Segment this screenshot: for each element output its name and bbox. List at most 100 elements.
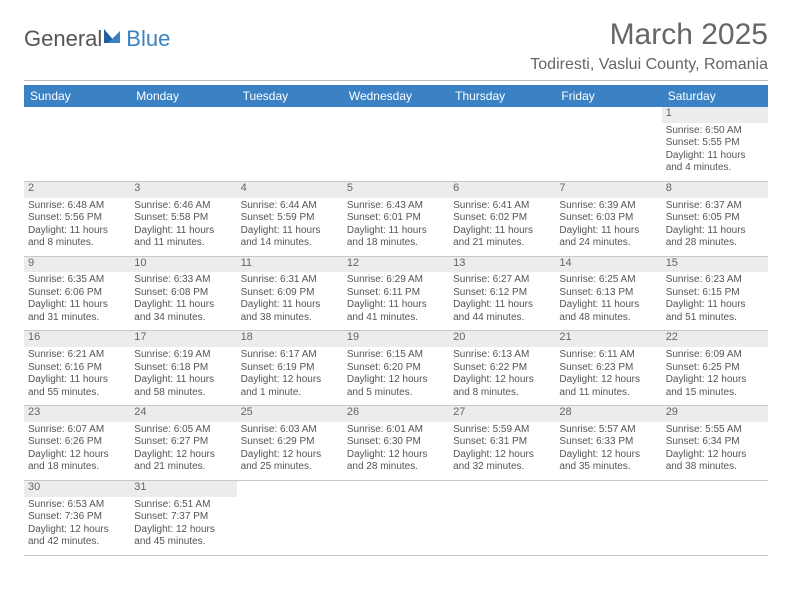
day-number: 30 xyxy=(28,481,126,495)
sunset-text: Sunset: 6:11 PM xyxy=(347,287,445,300)
daylight-text: Daylight: 11 hours xyxy=(241,225,339,238)
day-number: 7 xyxy=(559,182,657,196)
daylight-text: Daylight: 12 hours xyxy=(666,449,764,462)
daylight-text: Daylight: 11 hours xyxy=(134,374,232,387)
sunset-text: Sunset: 7:37 PM xyxy=(134,511,232,524)
calendar-cell: 4Sunrise: 6:44 AMSunset: 5:59 PMDaylight… xyxy=(237,181,343,256)
daylight-text: and 5 minutes. xyxy=(347,387,445,400)
sunset-text: Sunset: 5:55 PM xyxy=(666,137,764,150)
day-number: 13 xyxy=(453,257,551,271)
daylight-text: and 58 minutes. xyxy=(134,387,232,400)
calendar-row: 9Sunrise: 6:35 AMSunset: 6:06 PMDaylight… xyxy=(24,256,768,331)
daylight-text: and 14 minutes. xyxy=(241,237,339,250)
calendar-cell xyxy=(555,480,661,555)
dayname: Wednesday xyxy=(343,85,449,107)
sunrise-text: Sunrise: 6:23 AM xyxy=(666,274,764,287)
dayname: Thursday xyxy=(449,85,555,107)
calendar-cell: 12Sunrise: 6:29 AMSunset: 6:11 PMDayligh… xyxy=(343,256,449,331)
daylight-text: and 25 minutes. xyxy=(241,461,339,474)
daylight-text: Daylight: 11 hours xyxy=(453,225,551,238)
calendar-cell: 25Sunrise: 6:03 AMSunset: 6:29 PMDayligh… xyxy=(237,406,343,481)
sunrise-text: Sunrise: 5:57 AM xyxy=(559,424,657,437)
calendar-cell xyxy=(343,480,449,555)
calendar-cell xyxy=(662,480,768,555)
sunset-text: Sunset: 6:09 PM xyxy=(241,287,339,300)
day-number: 23 xyxy=(28,406,126,420)
header-divider xyxy=(24,80,768,81)
daylight-text: and 15 minutes. xyxy=(666,387,764,400)
sunrise-text: Sunrise: 6:13 AM xyxy=(453,349,551,362)
sunrise-text: Sunrise: 6:53 AM xyxy=(28,499,126,512)
calendar-cell xyxy=(237,480,343,555)
sunrise-text: Sunrise: 6:19 AM xyxy=(134,349,232,362)
day-number: 9 xyxy=(28,257,126,271)
daylight-text: Daylight: 12 hours xyxy=(347,449,445,462)
sunset-text: Sunset: 6:12 PM xyxy=(453,287,551,300)
day-number: 31 xyxy=(134,481,232,495)
month-title: March 2025 xyxy=(530,18,768,52)
daylight-text: and 8 minutes. xyxy=(453,387,551,400)
calendar-cell: 20Sunrise: 6:13 AMSunset: 6:22 PMDayligh… xyxy=(449,331,555,406)
sunset-text: Sunset: 6:02 PM xyxy=(453,212,551,225)
daylight-text: Daylight: 12 hours xyxy=(241,449,339,462)
daylight-text: Daylight: 11 hours xyxy=(666,225,764,238)
sunset-text: Sunset: 6:31 PM xyxy=(453,436,551,449)
sunset-text: Sunset: 6:33 PM xyxy=(559,436,657,449)
day-number: 18 xyxy=(241,331,339,345)
day-number: 14 xyxy=(559,257,657,271)
daylight-text: Daylight: 12 hours xyxy=(453,449,551,462)
calendar-cell: 28Sunrise: 5:57 AMSunset: 6:33 PMDayligh… xyxy=(555,406,661,481)
calendar-cell xyxy=(130,107,236,181)
calendar-cell xyxy=(449,107,555,181)
daylight-text: and 21 minutes. xyxy=(134,461,232,474)
daylight-text: and 48 minutes. xyxy=(559,312,657,325)
sunset-text: Sunset: 6:15 PM xyxy=(666,287,764,300)
calendar-cell: 7Sunrise: 6:39 AMSunset: 6:03 PMDaylight… xyxy=(555,181,661,256)
day-number: 6 xyxy=(453,182,551,196)
day-number: 2 xyxy=(28,182,126,196)
daylight-text: and 11 minutes. xyxy=(134,237,232,250)
sunrise-text: Sunrise: 6:50 AM xyxy=(666,125,764,138)
sunset-text: Sunset: 6:34 PM xyxy=(666,436,764,449)
calendar-row: 30Sunrise: 6:53 AMSunset: 7:36 PMDayligh… xyxy=(24,480,768,555)
day-number: 19 xyxy=(347,331,445,345)
calendar-cell: 5Sunrise: 6:43 AMSunset: 6:01 PMDaylight… xyxy=(343,181,449,256)
sunrise-text: Sunrise: 6:39 AM xyxy=(559,200,657,213)
sunrise-text: Sunrise: 6:03 AM xyxy=(241,424,339,437)
calendar-table: Sunday Monday Tuesday Wednesday Thursday… xyxy=(24,85,768,556)
day-number: 4 xyxy=(241,182,339,196)
dayname: Tuesday xyxy=(237,85,343,107)
daylight-text: Daylight: 11 hours xyxy=(28,299,126,312)
daylight-text: and 35 minutes. xyxy=(559,461,657,474)
sunset-text: Sunset: 6:01 PM xyxy=(347,212,445,225)
calendar-cell: 24Sunrise: 6:05 AMSunset: 6:27 PMDayligh… xyxy=(130,406,236,481)
daylight-text: and 28 minutes. xyxy=(347,461,445,474)
dayname-row: Sunday Monday Tuesday Wednesday Thursday… xyxy=(24,85,768,107)
sunrise-text: Sunrise: 6:25 AM xyxy=(559,274,657,287)
daylight-text: Daylight: 11 hours xyxy=(666,299,764,312)
day-number: 29 xyxy=(666,406,764,420)
daylight-text: Daylight: 12 hours xyxy=(134,449,232,462)
calendar-cell: 27Sunrise: 5:59 AMSunset: 6:31 PMDayligh… xyxy=(449,406,555,481)
sunrise-text: Sunrise: 5:59 AM xyxy=(453,424,551,437)
calendar-cell: 13Sunrise: 6:27 AMSunset: 6:12 PMDayligh… xyxy=(449,256,555,331)
daylight-text: and 34 minutes. xyxy=(134,312,232,325)
sunrise-text: Sunrise: 6:21 AM xyxy=(28,349,126,362)
calendar-cell xyxy=(449,480,555,555)
sunset-text: Sunset: 6:08 PM xyxy=(134,287,232,300)
sunrise-text: Sunrise: 6:09 AM xyxy=(666,349,764,362)
calendar-cell: 1Sunrise: 6:50 AMSunset: 5:55 PMDaylight… xyxy=(662,107,768,181)
sunset-text: Sunset: 6:16 PM xyxy=(28,362,126,375)
sunset-text: Sunset: 6:18 PM xyxy=(134,362,232,375)
daylight-text: Daylight: 11 hours xyxy=(666,150,764,163)
day-number: 16 xyxy=(28,331,126,345)
daylight-text: and 21 minutes. xyxy=(453,237,551,250)
logo-mark-icon xyxy=(102,25,124,47)
sunrise-text: Sunrise: 6:46 AM xyxy=(134,200,232,213)
daylight-text: and 4 minutes. xyxy=(666,162,764,175)
calendar-cell: 9Sunrise: 6:35 AMSunset: 6:06 PMDaylight… xyxy=(24,256,130,331)
sunrise-text: Sunrise: 6:31 AM xyxy=(241,274,339,287)
sunrise-text: Sunrise: 6:07 AM xyxy=(28,424,126,437)
sunrise-text: Sunrise: 6:11 AM xyxy=(559,349,657,362)
daylight-text: and 41 minutes. xyxy=(347,312,445,325)
